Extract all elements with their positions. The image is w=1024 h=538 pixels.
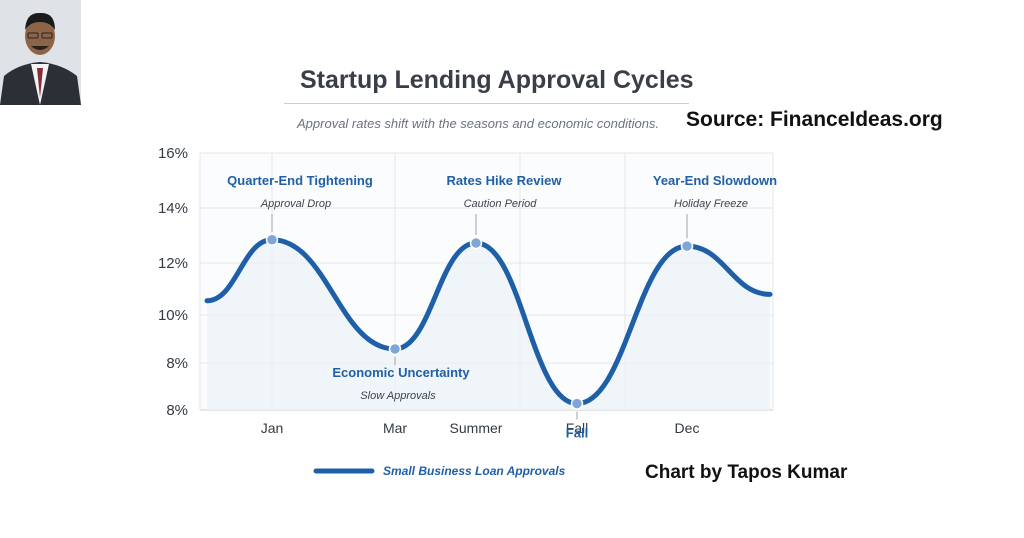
data-point-marker	[469, 236, 483, 250]
annotation-title: Economic Uncertainty	[332, 365, 470, 380]
y-tick-label: 8%	[166, 355, 188, 372]
annotation-subtitle: Holiday Freeze	[674, 198, 748, 210]
annotation-title: Quarter-End Tightening	[227, 173, 373, 188]
x-tick-label: Jan	[261, 420, 284, 436]
annotation-subtitle: Caution Period	[464, 198, 538, 210]
data-point-marker	[265, 233, 279, 246]
title-divider	[284, 103, 689, 104]
annotation-title: Year-End Slowdown	[653, 173, 777, 188]
author-photo	[0, 0, 81, 105]
x-tick-label: Mar	[383, 420, 407, 436]
source-label: Source: FinanceIdeas.org	[686, 108, 943, 131]
legend-label: Small Business Loan Approvals	[383, 464, 566, 478]
y-tick-label: 16%	[158, 145, 188, 162]
data-point-marker	[388, 342, 402, 356]
chart-credit: Chart by Tapos Kumar	[645, 462, 848, 483]
annotation-subtitle: Slow Approvals	[360, 390, 436, 402]
chart-subtitle: Approval rates shift with the seasons an…	[297, 116, 660, 131]
x-tick-label: Fall	[566, 420, 589, 436]
series-area-fill	[207, 239, 770, 410]
data-point-marker	[570, 397, 584, 410]
data-point-marker	[680, 239, 694, 253]
annotation-title: Fall	[566, 426, 588, 441]
y-tick-label: 14%	[158, 200, 188, 217]
y-tick-label: 8%	[166, 402, 188, 419]
y-tick-label: 10%	[158, 307, 188, 324]
x-tick-label: Dec	[675, 420, 700, 436]
x-tick-label: Summer	[450, 420, 503, 436]
series-line	[204, 237, 773, 407]
annotation-subtitle: Approval Drop	[260, 198, 331, 210]
annotation-title: Rates Hike Review	[447, 173, 563, 188]
chart-title: Startup Lending Approval Cycles	[300, 66, 694, 94]
y-tick-label: 12%	[158, 255, 188, 272]
person-portrait-icon	[0, 0, 81, 105]
